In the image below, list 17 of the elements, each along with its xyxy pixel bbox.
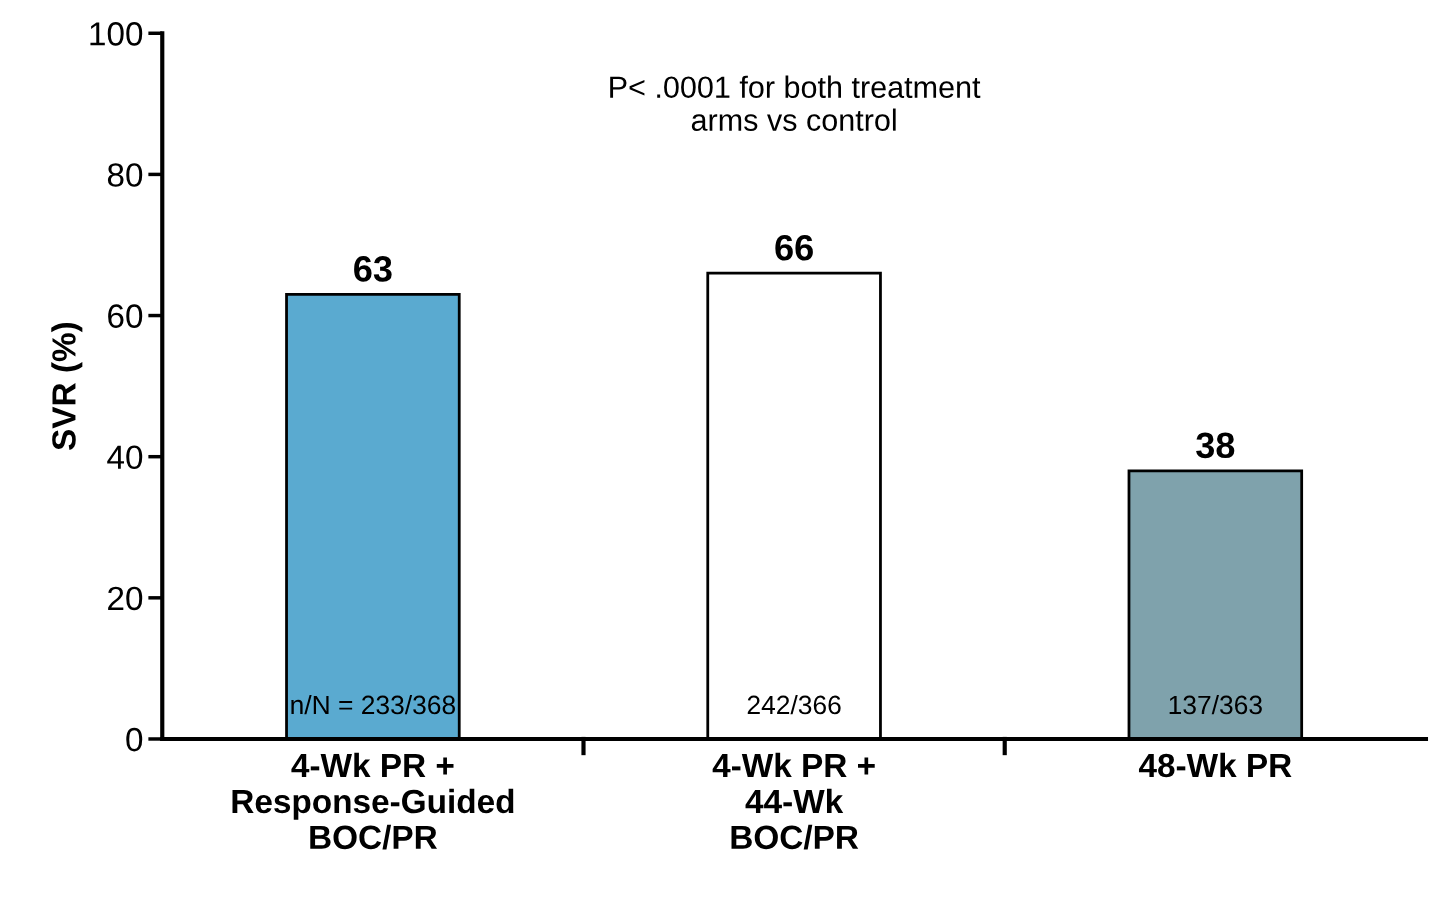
annotation: 137/363 (1169, 694, 1262, 715)
x-tick-label: 4-Wk PR + 44-Wk BOC/PR (712, 752, 875, 850)
y-axis-title: SVR (%) (51, 322, 83, 450)
annotation: n/N = 233/368 (291, 694, 455, 715)
y-tick-label: 80 (107, 163, 143, 187)
annotation: P< .0001 for both treatment arms vs control (610, 75, 981, 131)
annotation: 242/366 (747, 694, 841, 715)
x-tick-label: 48-Wk PR (1138, 752, 1292, 778)
y-tick-label: 40 (107, 445, 143, 470)
y-tick-label: 0 (126, 727, 143, 752)
y-tick-label: 100 (90, 22, 143, 46)
x-tick-label: 4-Wk PR + Response-Guided BOC/PR (232, 752, 514, 850)
data-label: 38 (1196, 432, 1235, 459)
data-label: 66 (775, 234, 813, 261)
y-tick-label: 60 (108, 304, 143, 328)
y-tick-label: 20 (108, 586, 143, 611)
data-label: 63 (354, 256, 392, 282)
